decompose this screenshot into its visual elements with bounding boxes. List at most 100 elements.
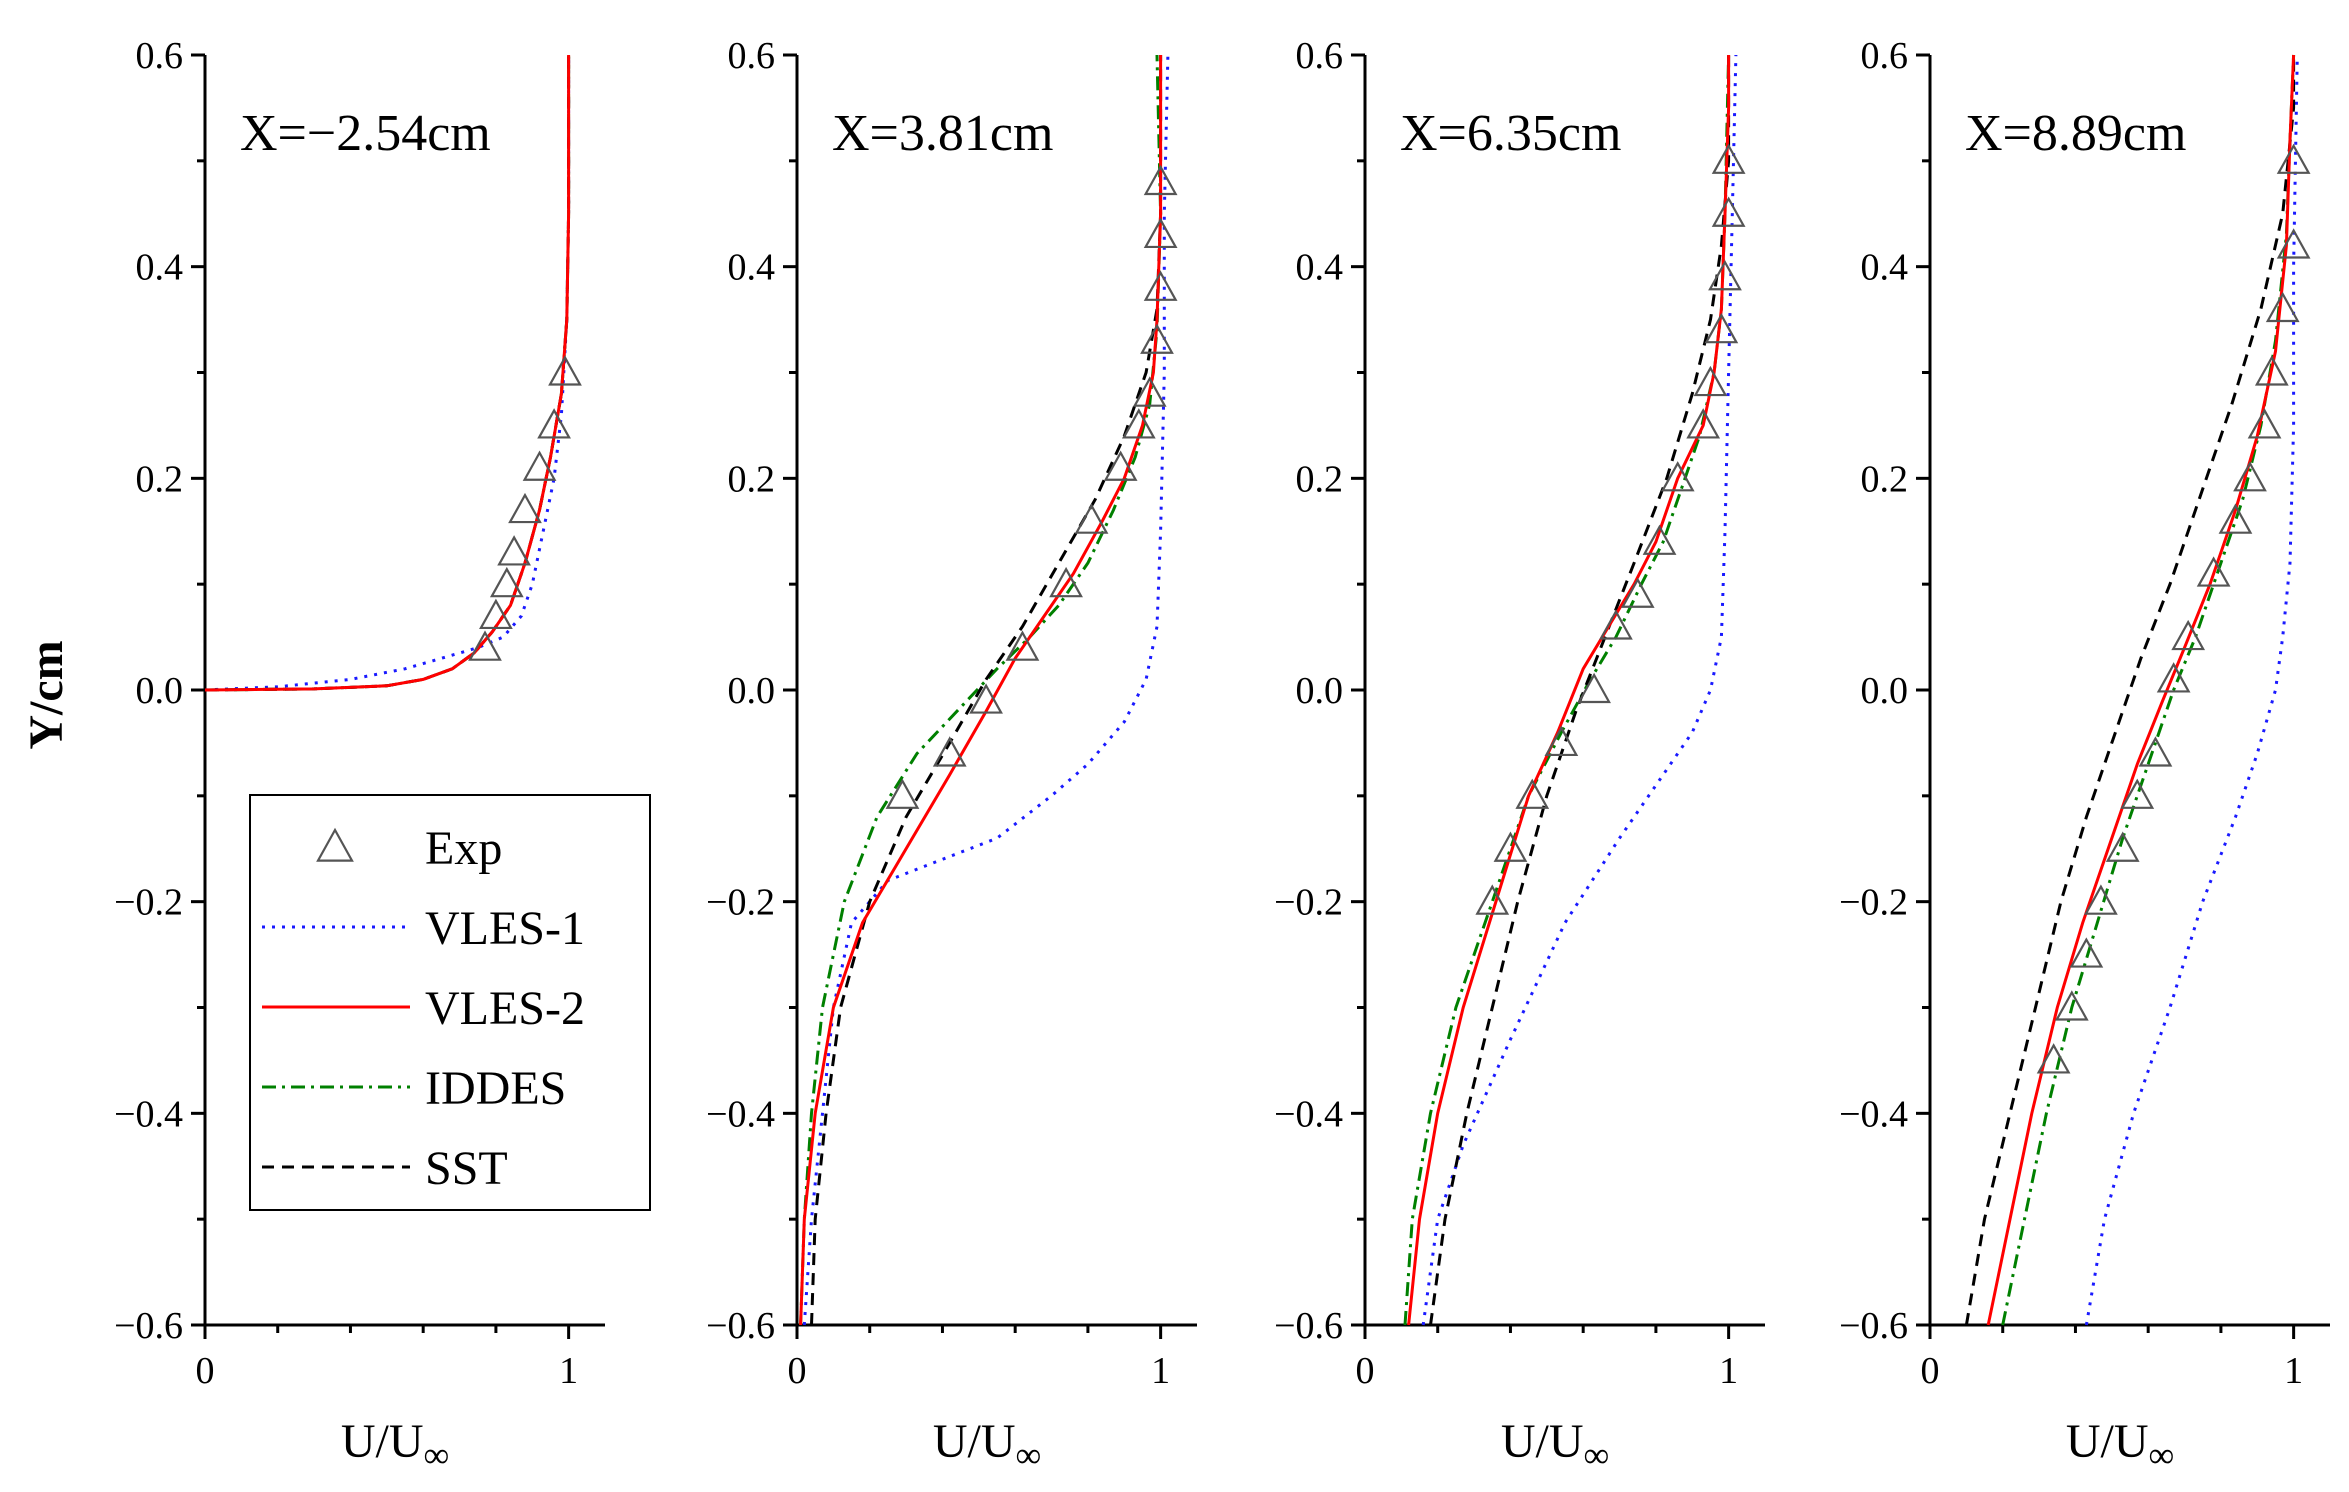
legend-label: SST	[425, 1142, 508, 1195]
exp-point	[1711, 196, 1746, 227]
exp-point	[2069, 937, 2104, 968]
x-axis-label: U/U∞	[2066, 1415, 2174, 1475]
y-tick-label: 0.2	[1861, 458, 1909, 500]
series-iddes	[799, 54, 1163, 1326]
series-vles2	[799, 55, 1163, 1326]
exp-point	[1544, 725, 1579, 757]
exp-point	[522, 450, 557, 481]
y-tick-label: −0.2	[1839, 882, 1908, 924]
exp-point	[2105, 831, 2140, 862]
panel-3: 0.6 0.4 0.2 0.0 −0.2 −0.4 −0.6 0 1 U/U∞ X=6.35cm	[1274, 35, 1765, 1475]
exp-point	[479, 598, 513, 630]
x-axis-label: U/U∞	[933, 1415, 1041, 1475]
exp-point	[2171, 619, 2206, 651]
exp-point	[1140, 323, 1174, 354]
panel-4: 0.6 0.4 0.2 0.0 −0.2 −0.4 −0.6 0 1 U/U∞ X=8.89cm	[1839, 35, 2330, 1475]
y-tick-label: 0.6	[1861, 35, 1909, 77]
y-tick-label: 0.4	[136, 247, 184, 289]
y-tick-label: −0.4	[1839, 1093, 1908, 1135]
panel-data	[1964, 54, 2299, 1326]
y-tick-label: −0.4	[706, 1093, 775, 1135]
x-tick-label: 0	[196, 1350, 215, 1392]
x-axis-label-subscript: ∞	[1016, 1435, 1042, 1475]
exp-point	[489, 566, 524, 598]
exp-point	[1686, 408, 1721, 439]
x-axis-label-subscript: ∞	[424, 1435, 450, 1475]
panel-data	[205, 55, 571, 692]
exp-point	[1121, 408, 1156, 439]
y-tick-label: −0.2	[706, 882, 775, 924]
legend-label: Exp	[425, 822, 502, 875]
series-sst	[1964, 55, 2296, 1326]
y-tick-label: 0.2	[136, 458, 184, 500]
exp-point	[2247, 408, 2282, 439]
series-vles1	[2084, 54, 2299, 1326]
series-vles1	[802, 54, 1170, 1326]
series-vles2	[205, 55, 571, 692]
y-tick-label: −0.6	[114, 1305, 183, 1347]
exp-point	[1642, 524, 1677, 555]
exp-point	[2276, 143, 2311, 174]
legend-box	[249, 794, 651, 1211]
exp-point	[1143, 270, 1178, 301]
y-tick-label: −0.6	[1274, 1305, 1343, 1347]
y-tick-label: −0.4	[114, 1093, 183, 1135]
exp-point	[1599, 609, 1633, 640]
exp-point	[1620, 577, 1655, 608]
x-tick-label: 0	[1921, 1350, 1940, 1392]
series-vles1	[1421, 54, 1738, 1326]
exp-point	[1103, 450, 1138, 481]
panel-data	[799, 54, 1170, 1326]
exp-point	[2156, 662, 2191, 693]
y-tick-label: 0.4	[728, 247, 776, 289]
x-tick-label: 1	[2284, 1350, 2303, 1392]
y-tick-label: 0.2	[1296, 458, 1344, 500]
exp-point	[969, 683, 1003, 714]
x-axis-label: U/U∞	[1501, 1415, 1609, 1475]
panel-title: X=3.81cm	[832, 105, 1053, 162]
series-sst	[1429, 55, 1731, 1326]
exp-point	[2054, 990, 2089, 1021]
legend-entry-iddes: IDDES	[262, 1062, 566, 1115]
exp-point	[537, 408, 571, 439]
y-tick-label: 0.6	[728, 35, 776, 77]
legend-entry-vles1: VLES-1	[262, 902, 585, 955]
y-tick-label: 0.2	[728, 458, 776, 500]
exp-point	[1475, 884, 1510, 915]
exp-point	[497, 535, 531, 566]
y-tick-label: −0.2	[114, 882, 183, 924]
series-iddes	[1403, 54, 1731, 1326]
y-tick-label: 0.4	[1296, 247, 1344, 289]
legend-label: VLES-1	[425, 902, 585, 955]
panel-title: X=6.35cm	[1400, 105, 1621, 162]
legend-marker-exp	[316, 827, 354, 862]
panel-1: 0.6 0.4 0.2 0.0 −0.2 −0.4 −0.6 0 1 U/U∞ X=−2.54cm	[114, 35, 605, 1475]
panel-title: X=−2.54cm	[240, 105, 491, 162]
y-tick-label: 0.4	[1861, 247, 1909, 289]
x-tick-label: 1	[1719, 1350, 1738, 1392]
y-tick-label: 0.0	[1861, 670, 1909, 712]
y-tick-label: 0.6	[1296, 35, 1344, 77]
exp-point	[2265, 291, 2300, 323]
legend: Exp VLES-1 VLES-2 IDDES SST	[249, 794, 651, 1211]
x-axis-label-main: U/U	[2066, 1415, 2149, 1468]
y-tick-label: 0.0	[136, 670, 184, 712]
series-iddes	[2001, 54, 2296, 1326]
x-tick-label: 1	[559, 1350, 578, 1392]
exp-point	[2138, 736, 2173, 767]
exp-point	[1143, 217, 1178, 249]
exp-point	[508, 492, 542, 524]
y-tick-label: 0.6	[136, 35, 184, 77]
y-tick-label: −0.4	[1274, 1093, 1343, 1135]
legend-label: VLES-2	[425, 982, 585, 1035]
exp-point	[1704, 312, 1739, 344]
x-tick-label: 1	[1151, 1350, 1170, 1392]
legend-label: IDDES	[425, 1062, 566, 1115]
exp-point	[548, 355, 582, 386]
x-axis-label-main: U/U	[341, 1415, 424, 1468]
panel-2: 0.6 0.4 0.2 0.0 −0.2 −0.4 −0.6 0 1 U/U∞ X=3.81cm	[706, 35, 1197, 1475]
exp-point	[1132, 376, 1167, 407]
x-axis-label-subscript: ∞	[2149, 1435, 2175, 1475]
exp-point	[2233, 461, 2267, 492]
